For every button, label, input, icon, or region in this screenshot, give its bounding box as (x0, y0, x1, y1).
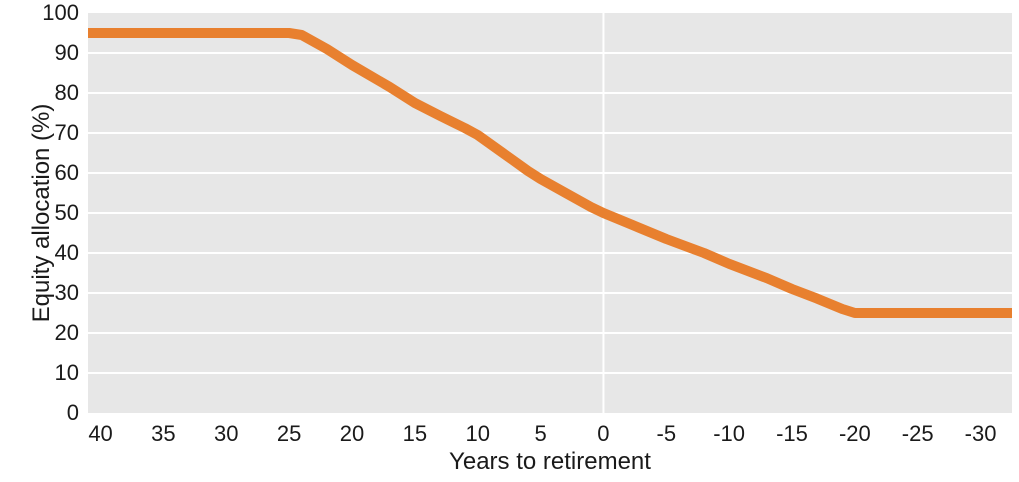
y-tick-label: 80 (54, 80, 79, 105)
x-tick-label: 10 (465, 421, 490, 446)
x-tick-label: 35 (151, 421, 176, 446)
x-tick-label: 0 (597, 421, 610, 446)
x-tick-label: 30 (214, 421, 239, 446)
glide-path-line (88, 28, 1012, 318)
x-tick-label: -25 (901, 421, 934, 446)
y-tick-label: 50 (54, 200, 79, 225)
y-tick-label: 40 (54, 240, 79, 265)
y-tick-label: 60 (54, 160, 79, 185)
x-tick-label: -15 (776, 421, 808, 446)
x-tick-label: -5 (656, 421, 677, 446)
y-tick-label: 70 (54, 120, 79, 145)
x-tick-label: -20 (838, 421, 871, 446)
y-tick-label: 30 (54, 280, 79, 305)
y-tick-label: 10 (54, 360, 79, 385)
y-tick-label: 90 (54, 40, 79, 65)
x-tick-label: 20 (339, 421, 365, 446)
x-tick-label: -30 (964, 421, 997, 446)
y-tick-label: 100 (42, 0, 79, 25)
x-tick-label: 15 (402, 421, 428, 446)
x-tick-label: -10 (713, 421, 746, 446)
y-tick-label: 0 (66, 400, 79, 425)
x-tick-label: 25 (276, 421, 302, 446)
x-axis-title: Years to retirement (449, 448, 651, 475)
x-tick-label: 5 (534, 421, 547, 446)
x-tick-label: 40 (88, 421, 113, 446)
y-tick-label: 20 (54, 320, 79, 345)
